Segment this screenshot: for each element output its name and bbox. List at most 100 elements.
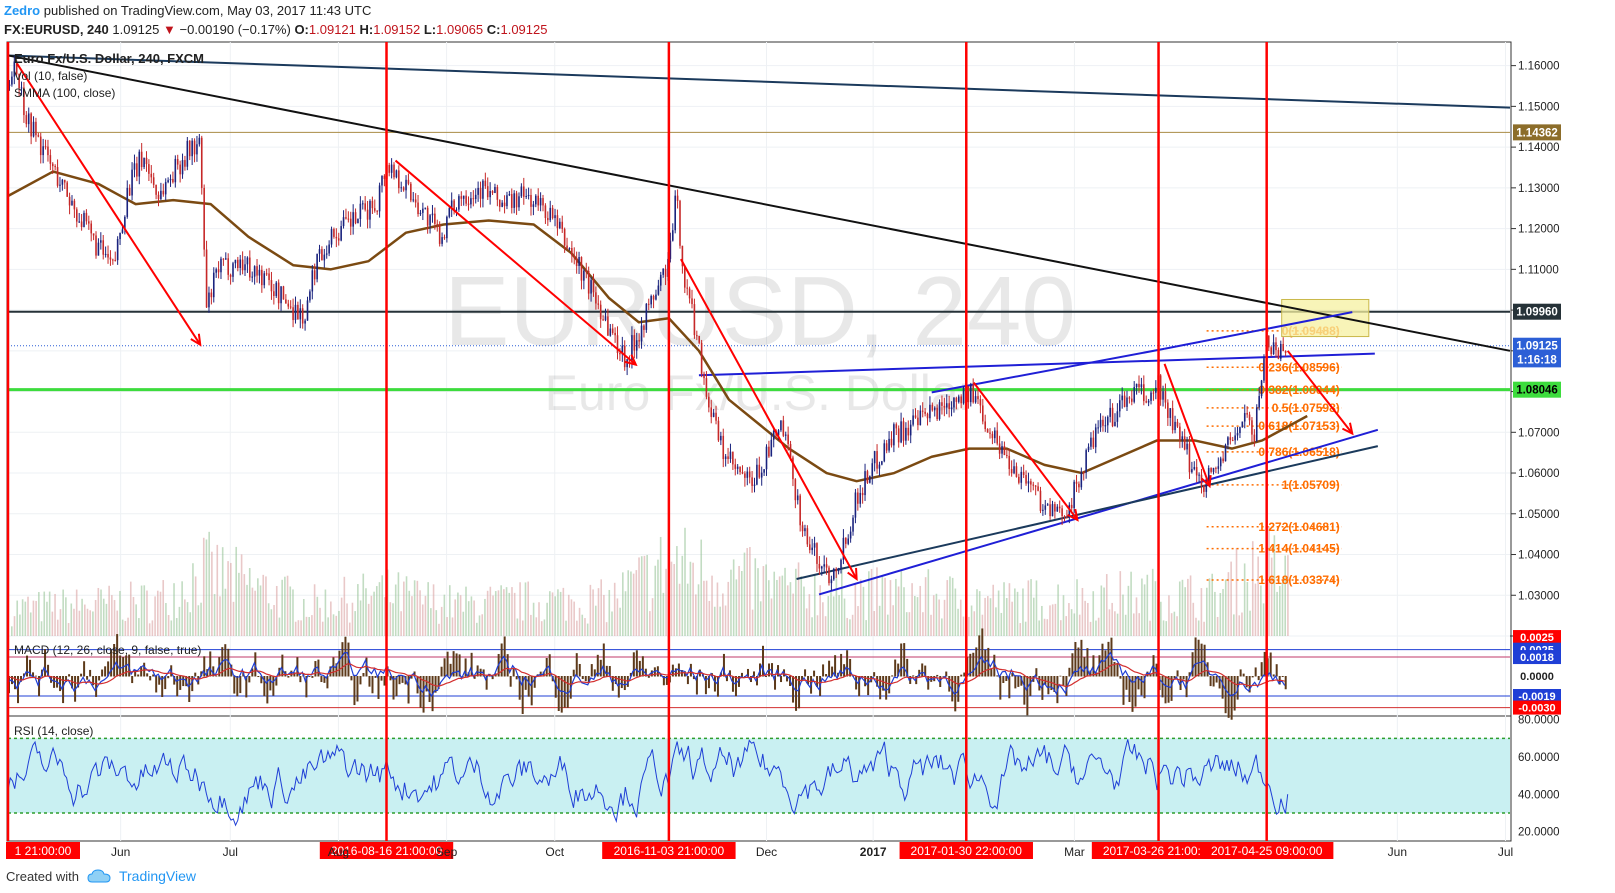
rsi-line bbox=[7, 739, 1289, 827]
volume-bar bbox=[192, 563, 194, 636]
candle-body bbox=[220, 258, 222, 273]
candle-body bbox=[1147, 400, 1150, 403]
volume-bar bbox=[29, 612, 32, 636]
candle-body bbox=[431, 213, 434, 216]
fib-level-label: 0.618(1.07153) bbox=[1258, 419, 1339, 433]
candle-body bbox=[482, 180, 484, 199]
volume-bar bbox=[851, 614, 854, 636]
macd-histogram-bar bbox=[1137, 676, 1140, 690]
volume-bar bbox=[727, 581, 730, 636]
candle-body bbox=[174, 158, 177, 183]
candle-body bbox=[1032, 484, 1035, 486]
volume-bar bbox=[843, 598, 846, 636]
macd-histogram-bar bbox=[921, 663, 924, 677]
candle-body bbox=[222, 258, 225, 260]
candle-body bbox=[780, 420, 782, 431]
candle-body bbox=[1118, 400, 1121, 412]
volume-bar bbox=[1146, 574, 1149, 636]
candle-body bbox=[179, 164, 181, 175]
candle-body bbox=[799, 495, 801, 526]
macd-histogram-bar bbox=[263, 676, 266, 697]
candle-body bbox=[304, 320, 306, 324]
candle-body bbox=[599, 304, 602, 320]
macd-histogram-bar bbox=[978, 635, 981, 677]
candle-body bbox=[561, 221, 564, 229]
volume-bar bbox=[19, 614, 21, 636]
volume-bar bbox=[551, 592, 554, 636]
candle-body bbox=[878, 464, 881, 469]
price-tick-label: 1.03000 bbox=[1518, 590, 1560, 602]
candle-body bbox=[289, 306, 292, 308]
volume-bar bbox=[1019, 623, 1022, 636]
macd-histogram-bar bbox=[236, 676, 239, 697]
candle-body bbox=[167, 180, 169, 183]
macd-histogram-bar bbox=[116, 634, 119, 677]
volume-bar bbox=[670, 561, 673, 636]
candle-body bbox=[35, 121, 37, 136]
marker-date-badge bbox=[319, 842, 454, 859]
candle-body bbox=[78, 221, 80, 223]
close-value: 1.09125 bbox=[500, 22, 548, 37]
candle-body bbox=[217, 269, 220, 273]
volume-bar bbox=[357, 584, 359, 636]
volume-bar bbox=[105, 603, 108, 636]
volume-bar bbox=[343, 576, 346, 636]
volume-bar bbox=[1065, 616, 1068, 636]
volume-bar bbox=[62, 589, 64, 636]
candle-body bbox=[717, 420, 720, 441]
candle-body bbox=[573, 255, 576, 259]
candle-body bbox=[361, 203, 364, 205]
volume-bar bbox=[1008, 583, 1011, 636]
macd-histogram-bar bbox=[662, 676, 665, 686]
volume-bar bbox=[459, 595, 462, 636]
macd-histogram-bar bbox=[1281, 676, 1284, 678]
candle-body bbox=[1030, 481, 1032, 485]
volume-bar bbox=[492, 595, 494, 636]
candle-body bbox=[705, 378, 708, 397]
candle-body bbox=[412, 199, 415, 201]
volume-bar bbox=[467, 601, 470, 636]
macd-histogram-bar bbox=[428, 676, 431, 703]
volume-bar bbox=[370, 595, 373, 636]
candle-body bbox=[1082, 472, 1085, 474]
macd-histogram-bar bbox=[888, 676, 891, 694]
macd-histogram-bar bbox=[227, 648, 230, 677]
macd-histogram-bar bbox=[455, 653, 458, 677]
candle-body bbox=[1097, 427, 1099, 429]
candle-body bbox=[422, 208, 424, 213]
volume-bar bbox=[689, 561, 692, 636]
macd-histogram-bar bbox=[1008, 676, 1011, 699]
candle-body bbox=[734, 464, 737, 469]
candle-body bbox=[15, 61, 18, 74]
fib-level-label: 0.236(1.08596) bbox=[1258, 360, 1339, 374]
macd-histogram-bar bbox=[524, 676, 527, 690]
candle-body bbox=[318, 249, 321, 254]
candle-body bbox=[1284, 350, 1287, 353]
macd-histogram-bar bbox=[449, 663, 452, 677]
volume-bar bbox=[440, 606, 443, 636]
volume-bar bbox=[1030, 579, 1032, 636]
candle-body bbox=[1210, 468, 1212, 472]
macd-histogram-bar bbox=[1110, 637, 1113, 677]
candle-body bbox=[835, 568, 838, 572]
tradingview-link[interactable]: TradingView bbox=[118, 868, 197, 884]
macd-histogram-bar bbox=[38, 676, 41, 697]
macd-histogram-bar bbox=[32, 672, 35, 677]
candle-body bbox=[100, 240, 102, 243]
candle-body bbox=[974, 396, 977, 403]
marker-date-label: 1 21:00:00 bbox=[15, 844, 72, 858]
macd-histogram-bar bbox=[984, 649, 987, 677]
candle-body bbox=[419, 212, 422, 215]
volume-bar bbox=[481, 614, 484, 636]
volume-bar bbox=[684, 527, 686, 636]
main-pane[interactable] bbox=[6, 41, 1512, 637]
candle-body bbox=[1217, 466, 1220, 469]
volume-bar bbox=[181, 581, 183, 636]
candle-body bbox=[210, 292, 213, 298]
macd-histogram-bar bbox=[882, 676, 885, 691]
publisher-name[interactable]: Zedro bbox=[4, 3, 41, 18]
volume-bar bbox=[630, 571, 632, 636]
horizontal-levels bbox=[8, 131, 1510, 392]
volume-bar bbox=[1262, 603, 1265, 636]
